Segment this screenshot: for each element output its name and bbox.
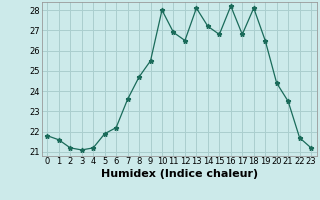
X-axis label: Humidex (Indice chaleur): Humidex (Indice chaleur): [100, 169, 258, 179]
